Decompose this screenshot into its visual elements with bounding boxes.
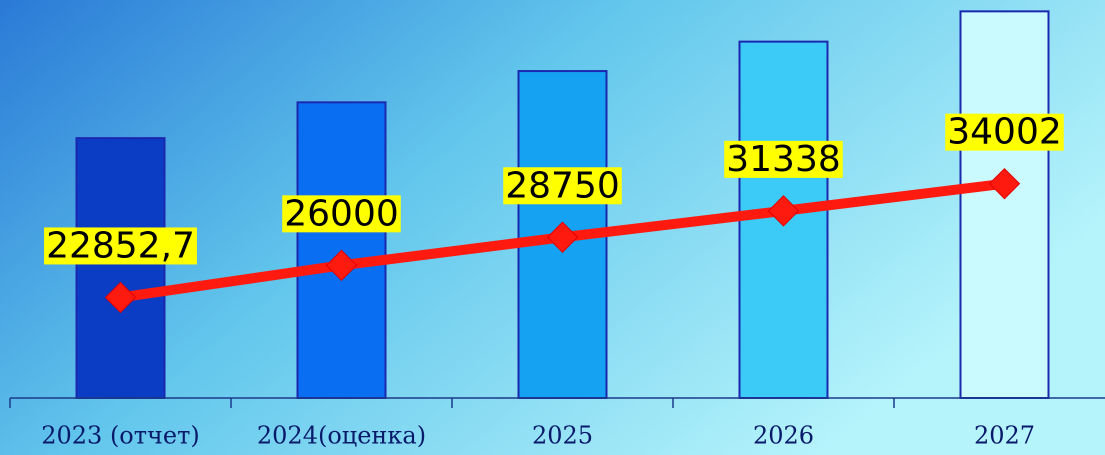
x-tick-label: 2023 (отчет) bbox=[41, 422, 200, 450]
bar bbox=[75, 137, 166, 400]
label-background bbox=[44, 227, 197, 265]
marker bbox=[988, 167, 1021, 200]
x-tick-label: 2024(оценка) bbox=[257, 422, 426, 450]
label-background bbox=[945, 113, 1064, 151]
marker bbox=[546, 221, 579, 253]
label-background bbox=[503, 167, 622, 205]
marker bbox=[104, 281, 137, 314]
label-background bbox=[282, 195, 401, 233]
x-tick-label: 2025 bbox=[532, 422, 593, 450]
data-label: 22852,7 bbox=[46, 225, 195, 266]
data-label: 26000 bbox=[284, 193, 399, 234]
label-background bbox=[724, 140, 843, 178]
x-tick-label: 2027 bbox=[974, 422, 1035, 450]
data-label: 34002 bbox=[947, 112, 1062, 153]
marker bbox=[767, 195, 800, 227]
data-label: 28750 bbox=[505, 165, 620, 206]
data-label: 31338 bbox=[726, 139, 841, 180]
x-tick-label: 2026 bbox=[753, 422, 814, 450]
bar bbox=[959, 10, 1050, 399]
marker bbox=[325, 249, 358, 282]
